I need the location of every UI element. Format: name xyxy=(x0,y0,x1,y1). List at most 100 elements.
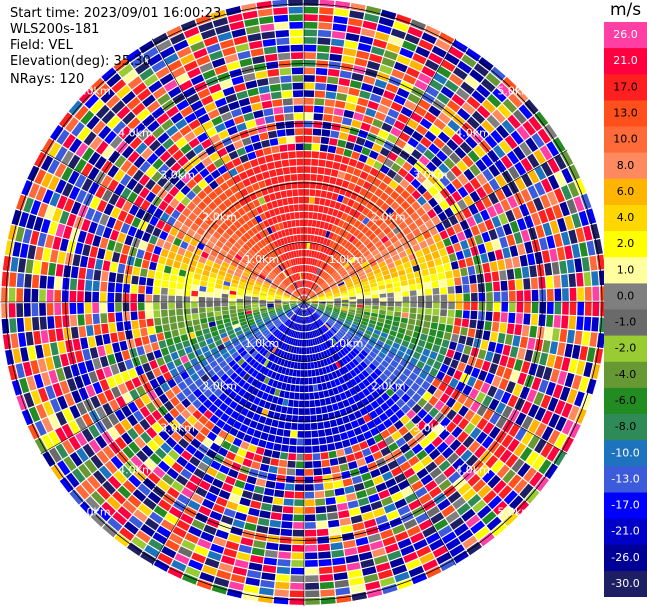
gate xyxy=(212,536,227,547)
gate xyxy=(471,110,486,124)
gate xyxy=(269,193,276,201)
gate xyxy=(512,383,523,397)
gate xyxy=(15,363,25,379)
gate xyxy=(52,236,62,250)
gate xyxy=(366,384,375,393)
gate xyxy=(372,298,379,302)
gate xyxy=(308,307,314,313)
gate xyxy=(297,339,300,347)
gate xyxy=(304,438,312,446)
gate xyxy=(430,273,438,282)
gate xyxy=(264,211,271,219)
gate xyxy=(257,517,270,527)
gate xyxy=(513,479,528,494)
gate xyxy=(44,234,55,249)
gate xyxy=(187,67,201,79)
gate xyxy=(99,213,110,226)
gate xyxy=(304,300,311,302)
gate xyxy=(173,237,182,247)
gate xyxy=(347,134,357,143)
gate xyxy=(146,427,158,439)
gate xyxy=(259,297,267,300)
gate xyxy=(87,166,100,181)
gate xyxy=(63,456,77,472)
gate xyxy=(31,274,40,289)
gate xyxy=(434,518,449,531)
gate xyxy=(417,339,426,348)
gate xyxy=(214,288,222,294)
gate xyxy=(291,314,296,321)
gate xyxy=(377,364,386,373)
gate xyxy=(546,302,554,314)
gate xyxy=(410,532,425,544)
gate xyxy=(95,368,106,381)
gate xyxy=(126,255,135,266)
gate xyxy=(259,587,274,596)
gate xyxy=(257,471,268,480)
gate xyxy=(385,196,395,206)
gate xyxy=(206,466,218,477)
gate xyxy=(333,274,340,280)
gate xyxy=(217,31,233,42)
gate xyxy=(407,137,419,148)
gate xyxy=(331,285,338,290)
gate xyxy=(380,265,388,272)
gate xyxy=(346,429,356,439)
gate xyxy=(383,369,392,378)
gate xyxy=(252,361,260,369)
gate xyxy=(305,324,308,332)
gate xyxy=(208,191,218,201)
gate xyxy=(222,46,237,57)
gate xyxy=(279,324,285,331)
gate xyxy=(92,313,100,325)
gate xyxy=(311,304,318,307)
gate xyxy=(315,288,322,293)
gate xyxy=(241,3,257,13)
gate xyxy=(311,303,318,306)
gate xyxy=(327,319,334,326)
gate xyxy=(137,88,152,102)
gate xyxy=(571,344,581,360)
gate xyxy=(328,519,340,528)
gate xyxy=(42,451,56,467)
gate xyxy=(400,383,410,393)
gate xyxy=(408,499,422,511)
gate xyxy=(290,575,304,583)
gate xyxy=(274,489,285,498)
gate xyxy=(405,558,421,571)
gate xyxy=(406,272,415,280)
gate xyxy=(501,291,509,302)
gate xyxy=(454,147,467,159)
gate xyxy=(294,307,300,313)
gate xyxy=(332,557,346,566)
gate xyxy=(310,305,317,309)
gate xyxy=(428,197,438,208)
gate xyxy=(154,386,164,397)
gate xyxy=(471,292,478,302)
gate xyxy=(318,305,325,309)
gate xyxy=(476,320,485,330)
gate xyxy=(177,321,186,329)
gate xyxy=(272,153,281,161)
gate xyxy=(433,137,445,149)
gate xyxy=(362,20,378,31)
gate xyxy=(157,93,171,106)
gate xyxy=(529,325,538,338)
gate xyxy=(355,194,364,203)
gate xyxy=(369,125,381,136)
gate xyxy=(429,486,442,499)
gate xyxy=(402,226,412,236)
gate xyxy=(238,379,246,388)
gate xyxy=(313,259,318,266)
gate xyxy=(276,566,291,575)
gate xyxy=(226,368,235,377)
gate xyxy=(156,332,165,341)
gate xyxy=(127,150,140,164)
gate xyxy=(323,263,329,270)
gate xyxy=(383,503,397,514)
gate xyxy=(231,351,239,359)
gate xyxy=(326,256,333,264)
gate xyxy=(93,324,102,336)
gate xyxy=(350,350,357,358)
gate xyxy=(306,288,309,295)
